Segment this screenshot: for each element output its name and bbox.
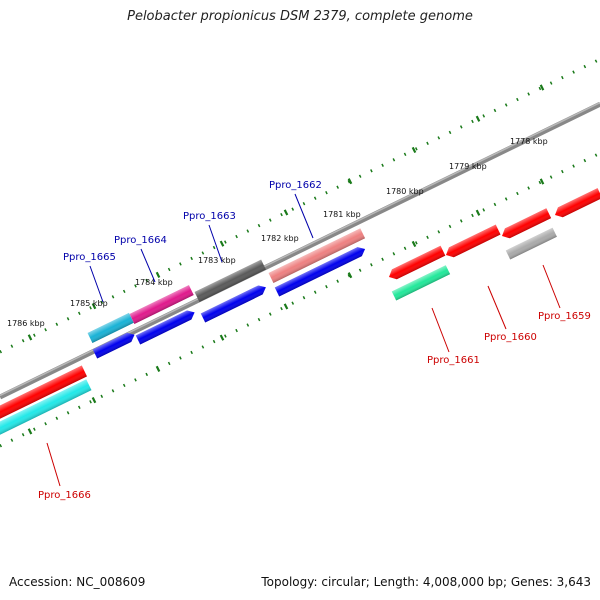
blue-arrow-3[interactable] (200, 283, 268, 323)
gene-label-ppro-1663-leader (208, 224, 223, 263)
gene-bar-ppro-1665[interactable] (87, 312, 134, 343)
lower-scale-track-tick (411, 240, 417, 248)
lower-scale-track-tick (219, 334, 225, 341)
gene-label-ppro-1666-leader (46, 442, 61, 487)
upper-scale-track-tick (347, 178, 353, 185)
map-title: Pelobacter propionicus DSM 2379, complet… (127, 9, 473, 24)
scale-label: 1779 kbp (449, 162, 487, 171)
gene-label-ppro-1659-leader (542, 264, 561, 309)
gene-label-ppro-1663[interactable]: Ppro_1663 (183, 211, 236, 222)
lower-scale-track-tick (155, 365, 161, 372)
scale-label: 1785 kbp (70, 299, 108, 308)
blue-arrow-2[interactable] (135, 308, 197, 345)
gene-label-ppro-1665[interactable]: Ppro_1665 (63, 252, 116, 263)
gene-bar-ppro-1661[interactable] (387, 245, 446, 282)
gene-label-ppro-1661[interactable]: Ppro_1661 (427, 355, 480, 366)
upper-scale-track-tick (539, 84, 545, 91)
gene-bar-ppro-1662[interactable] (268, 228, 366, 283)
upper-scale-track-tick (283, 209, 289, 216)
cyan-feature-bar[interactable] (0, 379, 92, 439)
scale-label: 1783 kbp (198, 256, 236, 265)
gene-bar-ppro-1659-a[interactable] (500, 208, 552, 241)
gene-bar-ppro-1663[interactable] (194, 259, 266, 302)
blue-arrow-4[interactable] (274, 245, 367, 297)
genome-info-text: Topology: circular; Length: 4,008,000 bp… (261, 575, 591, 589)
blue-arrow-1[interactable] (92, 330, 137, 359)
gene-bar-ppro-1666[interactable] (0, 365, 87, 423)
gene-label-ppro-1662-leader (294, 193, 314, 239)
lower-scale-track-tick (475, 209, 481, 216)
gene-label-ppro-1666[interactable]: Ppro_1666 (38, 490, 91, 501)
scale-label: 1781 kbp (323, 210, 361, 219)
upper-scale-track-tick (155, 271, 161, 278)
lower-scale-track-tick (347, 272, 353, 279)
silver-feature-bar[interactable] (505, 227, 557, 260)
gene-label-ppro-1661-leader (431, 307, 450, 353)
gene-label-ppro-1664[interactable]: Ppro_1664 (114, 235, 167, 246)
upper-scale-track-tick (475, 115, 481, 122)
gene-bar-ppro-1664[interactable] (129, 285, 194, 324)
gene-label-ppro-1665-leader (89, 265, 104, 303)
lower-scale-track-tick (539, 178, 545, 185)
green-feature-bar[interactable] (391, 265, 451, 301)
scale-label: 1778 kbp (510, 137, 548, 146)
scale-label: 1784 kbp (135, 278, 173, 287)
upper-scale-track-tick (27, 334, 33, 341)
gene-bar-ppro-1659-b[interactable] (553, 188, 600, 220)
gene-label-ppro-1660[interactable]: Ppro_1660 (484, 332, 537, 343)
scale-label: 1786 kbp (7, 319, 45, 328)
gene-label-ppro-1662[interactable]: Ppro_1662 (269, 180, 322, 191)
scale-label: 1782 kbp (261, 234, 299, 243)
upper-scale-track-tick (219, 240, 225, 247)
gene-label-ppro-1660-leader (487, 285, 507, 330)
upper-scale-track-tick (411, 146, 417, 154)
lower-scale-track-tick (27, 428, 33, 435)
gene-label-ppro-1659[interactable]: Ppro_1659 (538, 311, 591, 322)
upper-scale-track-tick (91, 303, 97, 310)
lower-scale-track-tick (283, 303, 289, 310)
gene-label-ppro-1664-leader (140, 248, 156, 283)
lower-scale-track-tick (91, 397, 97, 404)
scale-label: 1780 kbp (386, 187, 424, 196)
accession-text: Accession: NC_008609 (9, 575, 146, 589)
gene-bar-ppro-1660[interactable] (444, 224, 501, 260)
